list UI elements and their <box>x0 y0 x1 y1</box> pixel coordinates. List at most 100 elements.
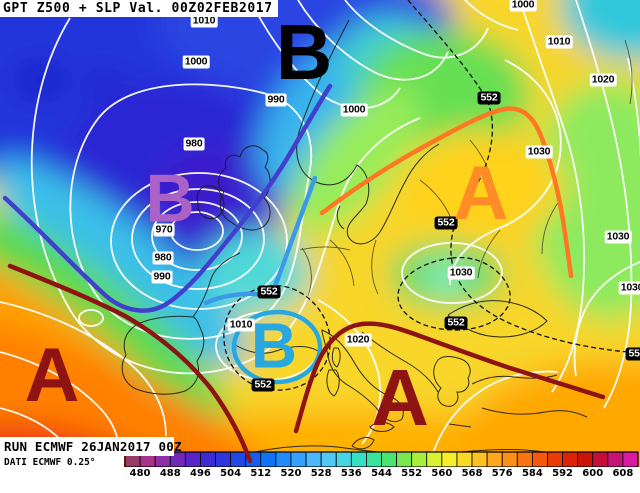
slp-label-980-4: 980 <box>183 137 205 151</box>
colorbar-segment-7 <box>230 451 247 468</box>
slp-label-1030-13: 1030 <box>618 281 640 295</box>
coast-black-sea <box>447 300 548 338</box>
colorbar-segment-17 <box>381 451 397 468</box>
colorbar-segment-10 <box>275 451 292 468</box>
pressure-center-high-east-europe: A <box>453 150 509 236</box>
pressure-center-high-mediterranean: A <box>371 352 429 442</box>
coast-ireland <box>196 185 225 220</box>
colorbar-tick-592: 592 <box>552 468 573 479</box>
map-title: GPT Z500 + SLP Val. 00Z02FEB2017 <box>0 0 278 17</box>
colorbar-segment-12 <box>305 451 322 468</box>
slp-label-1000-8: 1000 <box>509 0 537 12</box>
coast-crete <box>448 423 472 428</box>
subtropical-axis-east <box>293 321 606 434</box>
coast-scandinavia-baltic <box>315 143 440 245</box>
colorbar-segment-23 <box>471 451 488 468</box>
colorbar-tick-536: 536 <box>340 468 362 479</box>
colorbar-segment-6 <box>215 451 232 468</box>
colorbar-tick-512: 512 <box>250 468 272 479</box>
colorbar-tick-568: 568 <box>461 468 483 479</box>
gpt-label-552-2: 552 <box>257 285 281 299</box>
coast-france <box>192 252 241 318</box>
coast-greece <box>433 356 471 407</box>
coast-tunisia <box>351 437 375 450</box>
slp-label-980-6: 980 <box>152 251 174 265</box>
subtropical-axis-west <box>7 263 253 464</box>
coast-norway <box>296 19 350 183</box>
coast-adriatic <box>361 331 439 393</box>
trough-axis-atlantic <box>2 83 333 313</box>
colorbar-segment-29 <box>562 451 579 468</box>
colorbar-segment-33 <box>622 451 639 468</box>
slp-label-1000-3: 1000 <box>340 103 368 117</box>
colorbar-tick-544: 544 <box>371 468 392 479</box>
slp-isobars <box>0 0 640 470</box>
slp-label-1030-14: 1030 <box>447 266 475 280</box>
colorbar-segment-27 <box>531 451 548 468</box>
colorbar-segment-18 <box>396 451 413 468</box>
slp-label-1000-1: 1000 <box>182 55 210 69</box>
coast-corsica <box>331 347 341 368</box>
colorbar-tick-584: 584 <box>521 468 543 479</box>
colorbar-tick-480: 480 <box>129 468 151 479</box>
colorbar-segment-26 <box>516 451 533 468</box>
slp-label-1010-9: 1010 <box>545 35 573 49</box>
colorbar-segment-9 <box>260 451 277 468</box>
slp-label-990-2: 990 <box>265 93 287 107</box>
coast-denmark <box>336 205 345 230</box>
coast-sardinia <box>326 369 340 397</box>
country-borders <box>299 39 633 297</box>
slp-label-1030-12: 1030 <box>604 230 632 244</box>
pressure-center-low-scandinavia: B <box>275 7 333 96</box>
colorbar-segment-20 <box>426 451 443 468</box>
colorbar-segment-30 <box>577 451 594 468</box>
pressure-center-high-atlantic: A <box>24 332 80 418</box>
colorbar-tick-528: 528 <box>310 468 332 479</box>
coast-gulf-of-lion <box>231 342 319 354</box>
colorbar-segment-32 <box>607 451 624 468</box>
slp-label-970-5: 970 <box>153 223 175 237</box>
colorbar-segment-15 <box>350 451 367 468</box>
slp-label-1030-11: 1030 <box>525 145 553 159</box>
colorbar-segment-25 <box>501 451 518 468</box>
colorbar-tick-496: 496 <box>190 468 211 479</box>
colorbar-tick-576: 576 <box>491 468 513 479</box>
colorbar-segment-5 <box>200 451 216 468</box>
gpt-label-552-0: 552 <box>477 91 501 105</box>
coast-sicily <box>369 422 395 432</box>
colorbar-segment-14 <box>335 451 352 468</box>
slp-label-990-7: 990 <box>151 270 173 284</box>
colorbar-segment-24 <box>486 451 503 468</box>
gpt-label-552-5: 552 <box>625 347 640 361</box>
colorbar-tick-560: 560 <box>431 468 453 479</box>
pressure-center-low-cutoff-france: B <box>250 309 298 382</box>
colorbar-segment-21 <box>441 451 458 468</box>
colorbar-segment-16 <box>366 451 382 468</box>
coast-italy <box>321 329 404 423</box>
colorbar-segment-28 <box>547 451 563 468</box>
run-info: RUN ECMWF 26JAN2017 00Z <box>0 437 182 456</box>
colorbar-segment-22 <box>456 451 473 468</box>
colorbar-tick-608: 608 <box>612 468 634 479</box>
coast-great-britain <box>218 145 271 231</box>
colorbar-tick-488: 488 <box>159 468 181 479</box>
pressure-center-low-atlantic: B <box>145 160 195 237</box>
colorbar <box>124 451 639 468</box>
cutoff-low-ellipse <box>231 309 323 385</box>
ridge-axis-europe <box>319 106 574 279</box>
colorbar-segment-19 <box>411 451 428 468</box>
gpt-label-552-3: 552 <box>251 378 275 392</box>
footer-band: MTG-ECMWF - ELABORAZIONE WWW.METEOGIORNA… <box>0 467 640 493</box>
data-source-info: DATI ECMWF 0.25° <box>0 456 124 469</box>
slp-label-1020-10: 1020 <box>589 73 617 87</box>
slp-label-1010-0: 1010 <box>190 14 218 28</box>
gpt-label-552-1: 552 <box>434 216 458 230</box>
colorbar-segment-11 <box>290 451 307 468</box>
colorbar-tick-600: 600 <box>582 468 604 479</box>
colorbar-tick-552: 552 <box>401 468 423 479</box>
colorbar-segment-13 <box>320 451 337 468</box>
slp-label-1020-16: 1020 <box>344 333 372 347</box>
colorbar-tick-504: 504 <box>220 468 242 479</box>
gpt-label-552-4: 552 <box>444 316 468 330</box>
